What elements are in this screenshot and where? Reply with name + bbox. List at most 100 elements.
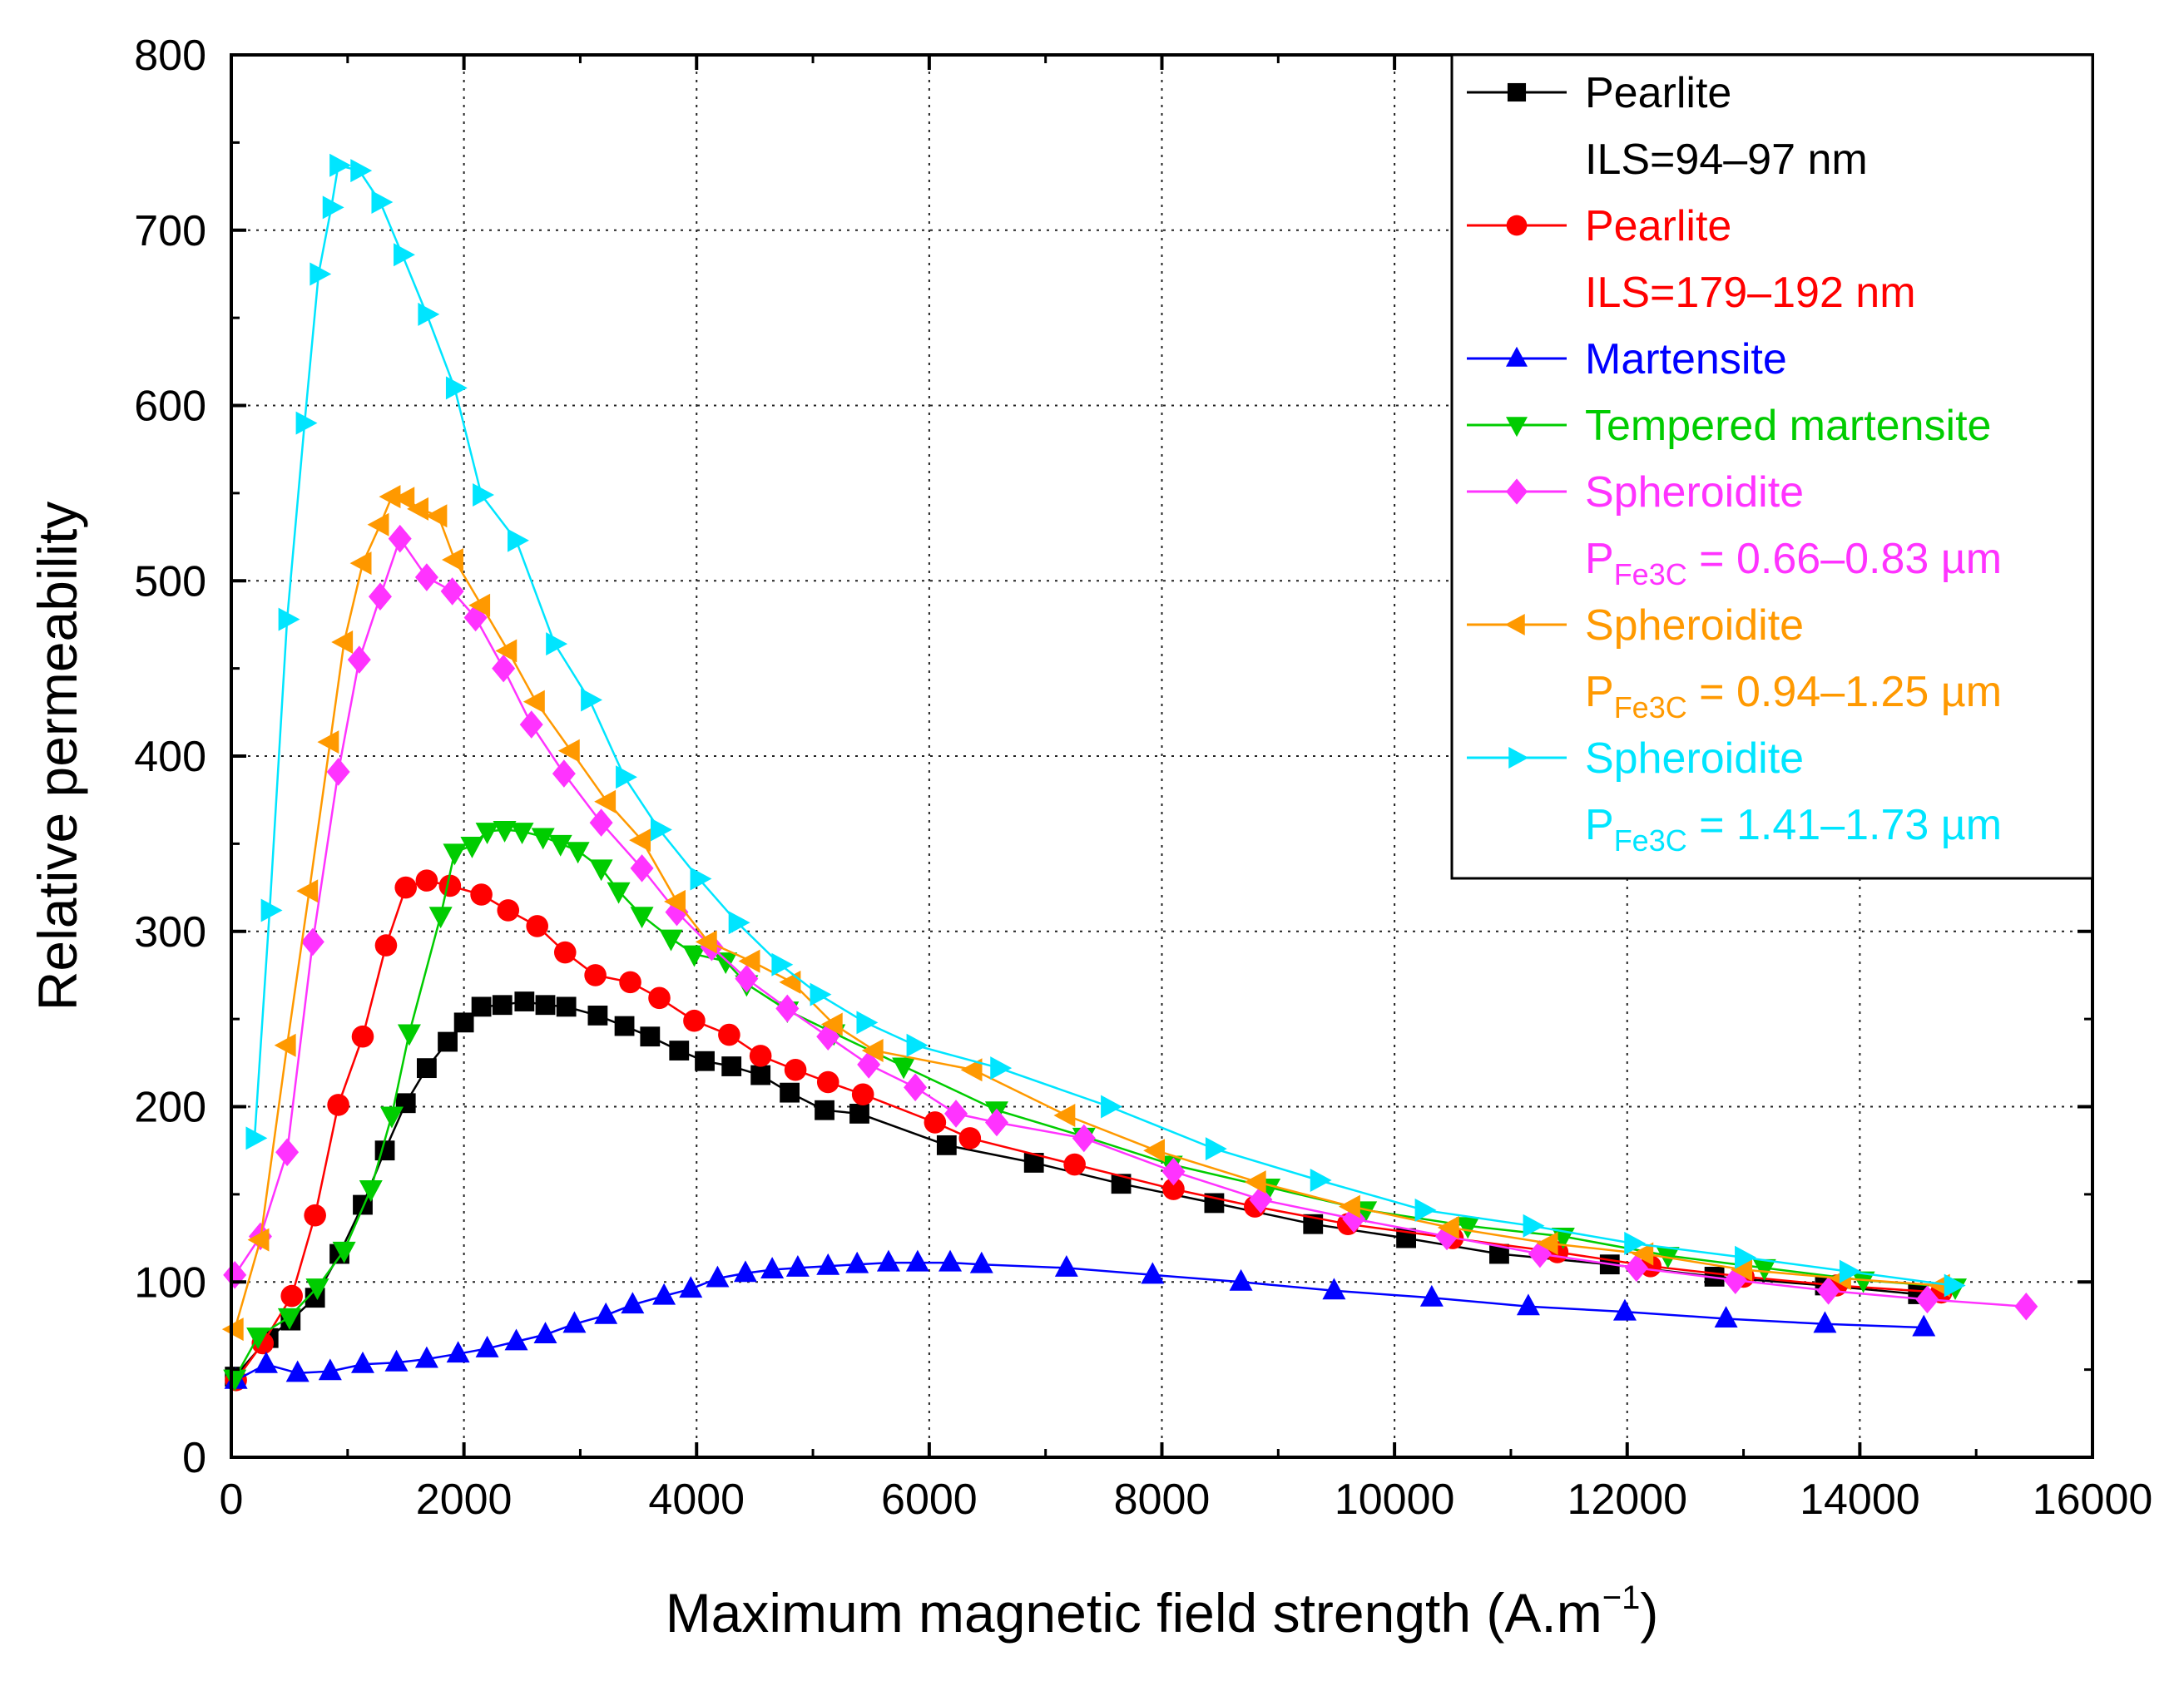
data-point (936, 1135, 957, 1155)
data-point (425, 504, 448, 528)
data-point (1244, 1170, 1266, 1194)
data-point (816, 1253, 840, 1275)
data-point (1632, 1242, 1654, 1266)
data-point (470, 883, 493, 906)
data-point (418, 302, 440, 326)
data-point (990, 1056, 1013, 1080)
data-point (659, 929, 683, 952)
data-point (327, 1094, 349, 1116)
data-point (621, 1292, 645, 1314)
data-point (535, 995, 556, 1016)
data-point (849, 1104, 869, 1124)
legend-detail-main: ILS=94–97 nm (1585, 136, 1868, 184)
data-point (331, 630, 354, 655)
data-point (350, 1351, 374, 1373)
y-tick-label: 800 (134, 32, 206, 80)
data-point (332, 1241, 356, 1263)
data-point (495, 639, 518, 663)
data-point (669, 1041, 690, 1061)
data-point (960, 1058, 983, 1082)
data-point (1054, 1254, 1078, 1277)
data-point (630, 854, 654, 883)
data-point (958, 1127, 982, 1150)
data-point (760, 1257, 785, 1278)
data-point (497, 899, 520, 922)
data-point (1735, 1245, 1756, 1269)
data-point (414, 1346, 438, 1368)
data-point (1161, 1157, 1186, 1186)
data-point (508, 528, 529, 552)
data-point (296, 879, 319, 903)
data-point (584, 964, 607, 986)
data-point (393, 487, 415, 511)
legend-marker (1506, 346, 1528, 367)
data-point (1456, 1217, 1480, 1239)
data-point (305, 1278, 329, 1300)
data-point (353, 1194, 373, 1215)
data-point (906, 1033, 929, 1057)
data-point (329, 153, 352, 177)
data-point (1944, 1273, 1966, 1298)
data-point (460, 836, 484, 858)
data-point (438, 874, 462, 897)
legend: Pearlite ILS=94–97 nm Pearlite ILS=179–192 … (1450, 53, 2094, 880)
data-point (984, 1108, 1008, 1137)
data-point (648, 986, 671, 1010)
data-point (531, 828, 555, 850)
legend-entry-4: Spheroidite PFe3C = 0.66–0.83 µm (1467, 468, 2002, 591)
data-point (407, 497, 428, 521)
x-axis-label-main: Maximum magnetic field strength (A.m (666, 1582, 1602, 1644)
data-point (1141, 1262, 1165, 1284)
data-point (1063, 1153, 1086, 1176)
data-point (664, 889, 686, 913)
legend-detail-main: ILS=179–192 nm (1585, 269, 1916, 317)
data-point (594, 789, 617, 813)
data-point (280, 1284, 304, 1308)
data-point (304, 1204, 326, 1227)
data-point (318, 1358, 342, 1381)
legend-label: Pearlite (1585, 202, 1731, 250)
legend-detail-end: = 0.94–1.25 µm (1687, 668, 2002, 716)
data-point (416, 1058, 437, 1079)
data-point (630, 907, 654, 929)
legend-entry-1: Pearlite ILS=179–192 nm (1467, 202, 1916, 317)
data-point (876, 1249, 900, 1272)
legend-label: Spheroidite (1585, 468, 1804, 517)
legend-detail-sub: Fe3C (1614, 823, 1687, 858)
data-point (815, 1100, 834, 1120)
data-point (695, 1051, 715, 1071)
data-point (856, 1011, 879, 1035)
data-point (619, 971, 641, 994)
data-point (443, 843, 467, 866)
legend-marker (1507, 82, 1527, 102)
data-point (350, 159, 373, 183)
data-point (690, 867, 712, 891)
data-point (254, 1351, 278, 1373)
data-point (453, 1012, 474, 1033)
data-point (905, 1249, 929, 1272)
data-point (683, 1009, 706, 1032)
data-point (589, 859, 613, 882)
data-point (1053, 1104, 1076, 1128)
data-point (475, 1335, 499, 1357)
data-point (367, 512, 389, 536)
data-point (1338, 1194, 1360, 1219)
data-point (1813, 1311, 1837, 1333)
data-point (718, 1023, 740, 1046)
data-point (246, 1327, 270, 1349)
data-point (851, 1083, 874, 1106)
data-point (749, 1045, 772, 1067)
legend-label-detail: ILS=94–97 nm (1585, 136, 1868, 184)
data-point (924, 1111, 947, 1134)
legend-detail-main: P (1585, 668, 1614, 716)
data-point (1101, 1095, 1122, 1119)
data-point (1851, 1271, 1875, 1293)
data-point (414, 563, 438, 591)
data-point (695, 930, 717, 954)
data-point (349, 551, 372, 576)
x-axis-label: Maximum magnetic field strength (A.m−1) (666, 1580, 1659, 1644)
data-point (468, 593, 491, 617)
data-point (1023, 1153, 1044, 1173)
data-point (728, 911, 750, 935)
